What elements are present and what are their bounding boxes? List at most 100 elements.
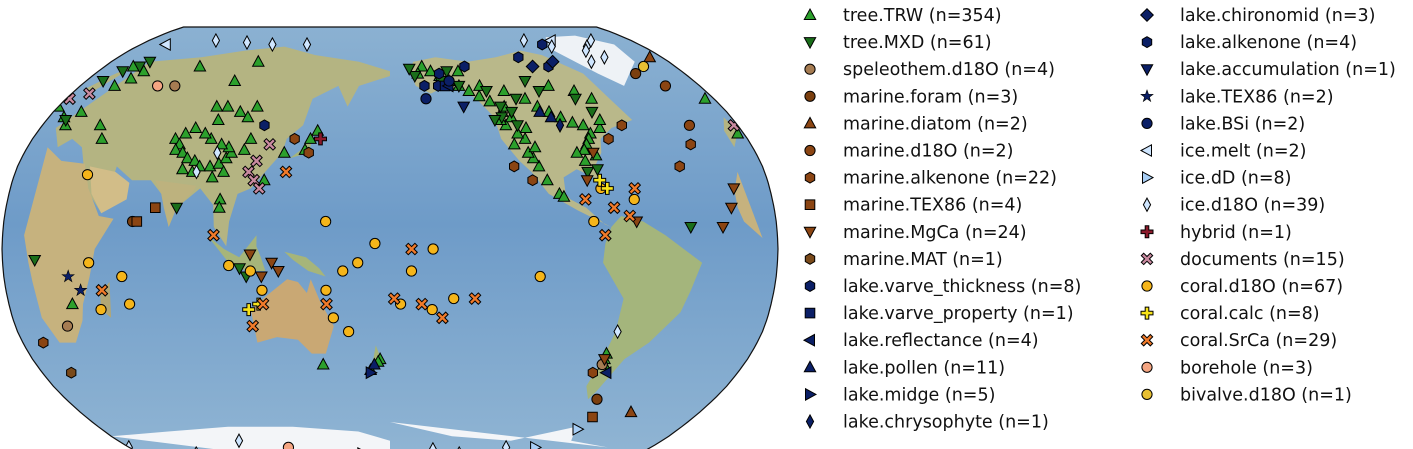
- site-marker-tree-TRW: [228, 73, 242, 86]
- site-marker-coral-SrCa: [628, 181, 642, 195]
- site-marker-tree-TRW: [244, 131, 258, 144]
- site-marker-coral-SrCa: [320, 297, 333, 311]
- site-marker-coral-d18O: [448, 292, 460, 305]
- legend-label: lake.varve_thickness (n=8): [843, 277, 1081, 297]
- site-marker-lake-BSi: [420, 93, 432, 105]
- site-marker-ice-d18O: [613, 323, 622, 340]
- legend-marker-ice-melt: [1139, 143, 1152, 158]
- site-marker-tree-TRW: [65, 297, 79, 310]
- legend-marker-tree-TRW: [803, 7, 817, 20]
- site-marker-marine-alkenone: [509, 160, 520, 173]
- site-marker-tree-TRW: [93, 118, 107, 131]
- site-marker-tree-MXD: [684, 222, 698, 235]
- site-marker-coral-d18O: [369, 237, 381, 250]
- legend-label: marine.diatom (n=2): [843, 114, 1028, 134]
- site-marker-lake-TEX86: [73, 283, 88, 297]
- site-marker-coral-d18O: [588, 215, 600, 228]
- site-marker-bivalve-d18O: [637, 60, 650, 73]
- site-marker-coral-d18O: [426, 303, 438, 316]
- site-marker-marine-alkenone: [603, 132, 614, 145]
- site-marker-coral-d18O: [352, 257, 364, 269]
- site-marker-coral-SrCa: [246, 319, 260, 333]
- site-marker-ice-d18O: [501, 439, 511, 449]
- site-marker-marine-MgCa: [254, 271, 268, 284]
- site-marker-lake-TEX86: [61, 269, 75, 283]
- legend-label: lake.midge (n=5): [843, 385, 995, 405]
- site-marker-tree-MXD: [585, 106, 599, 119]
- legend-marker-lake-pollen: [803, 360, 817, 373]
- site-marker-lake-alkenone: [259, 119, 270, 132]
- site-marker-tree-TRW: [570, 145, 584, 158]
- site-marker-tree-TRW: [541, 78, 555, 91]
- site-marker-ice-d18O: [581, 42, 591, 59]
- site-marker-coral-SrCa: [95, 283, 109, 297]
- site-marker-tree-TRW: [528, 140, 542, 153]
- site-marker-coral-d18O: [95, 303, 107, 316]
- site-marker-marine-TEX86: [131, 216, 143, 227]
- legend-label: tree.TRW (n=354): [843, 6, 1002, 26]
- site-marker-ice-d18O: [519, 32, 529, 49]
- legend-marker-speleothem-d18O: [804, 63, 816, 75]
- site-marker-coral-d18O: [534, 270, 546, 283]
- land-indonesia: [207, 235, 266, 271]
- site-marker-marine-MgCa: [580, 175, 594, 188]
- site-marker-tree-TRW: [277, 145, 291, 158]
- site-marker-coral-SrCa: [387, 292, 401, 306]
- site-marker-tree-MXD: [510, 120, 525, 133]
- site-marker-tree-MXD: [493, 101, 508, 114]
- site-marker-marine-MgCa: [597, 354, 612, 367]
- legend-marker-coral-d18O: [1141, 280, 1153, 292]
- legend-label: lake.reflectance (n=4): [843, 331, 1039, 351]
- site-marker-coral-d18O: [256, 284, 268, 296]
- legend-label: hybrid (n=1): [1180, 223, 1292, 243]
- legend-label: marine.MgCa (n=24): [843, 223, 1027, 243]
- site-marker-ice-dD: [572, 422, 585, 436]
- legend-marker-lake-varve_thickness: [804, 280, 816, 292]
- site-marker-coral-d18O: [320, 284, 332, 296]
- site-marker-coral-SrCa: [607, 201, 621, 215]
- site-marker-tree-MXD: [488, 115, 502, 128]
- site-marker-documents: [263, 137, 277, 151]
- site-marker-tree-TRW: [578, 153, 592, 166]
- site-marker-tree-TRW: [198, 126, 212, 139]
- site-marker-tree-MXD: [532, 86, 546, 99]
- site-marker-hybrid: [314, 132, 327, 146]
- site-marker-tree-TRW: [241, 110, 255, 123]
- site-marker-lake-varve_thickness: [459, 60, 470, 73]
- site-marker-ice-d18O: [586, 32, 596, 49]
- site-marker-tree-TRW: [303, 131, 318, 144]
- site-marker-tree-MXD: [505, 106, 519, 119]
- legend-label: borehole (n=3): [1180, 358, 1313, 378]
- land-antarctica: [390, 422, 608, 448]
- site-marker-tree-TRW: [205, 170, 219, 183]
- site-marker-marine-MgCa: [243, 249, 257, 262]
- site-marker-tree-TRW: [565, 115, 579, 128]
- legend-marker-lake-midge: [805, 387, 818, 401]
- site-marker-tree-TRW: [451, 64, 465, 77]
- site-marker-marine-diatom: [624, 405, 638, 418]
- site-marker-speleothem-d18O: [61, 320, 74, 332]
- site-marker-tree-TRW: [251, 54, 265, 67]
- legend-marker-marine-MgCa: [803, 226, 817, 239]
- legend-label: lake.chrysophyte (n=1): [843, 413, 1049, 433]
- site-marker-tree-TRW: [217, 164, 231, 177]
- site-marker-tree-MXD: [402, 63, 416, 76]
- site-marker-lake-alkenone: [419, 79, 430, 92]
- legend-label: coral.d18O (n=67): [1180, 277, 1343, 297]
- site-marker-ice-d18O: [234, 433, 244, 449]
- site-marker-coral-d18O: [123, 298, 136, 310]
- legend-svg: tree.TRW (n=354) tree.MXD (n=61) speleothe…: [802, 6, 1396, 433]
- site-marker-tree-TRW: [179, 126, 193, 139]
- legend-marker-lake-alkenone: [1141, 36, 1153, 49]
- legend-label: lake.TEX86 (n=2): [1180, 87, 1334, 107]
- site-marker-lake-pollen: [533, 104, 547, 117]
- site-marker-tree-TRW: [483, 94, 497, 107]
- site-marker-marine-alkenone: [289, 132, 300, 145]
- legend-marker-marine-TEX86: [804, 199, 816, 210]
- legend-marker-lake-TEX86: [1140, 89, 1154, 103]
- site-marker-tree-MXD: [59, 115, 73, 128]
- world-map: [1, 26, 779, 449]
- legend-marker-ice-dD: [1142, 171, 1155, 185]
- legend-label: lake.BSi (n=2): [1180, 114, 1305, 134]
- legend-marker-lake-accumulation: [1140, 64, 1154, 77]
